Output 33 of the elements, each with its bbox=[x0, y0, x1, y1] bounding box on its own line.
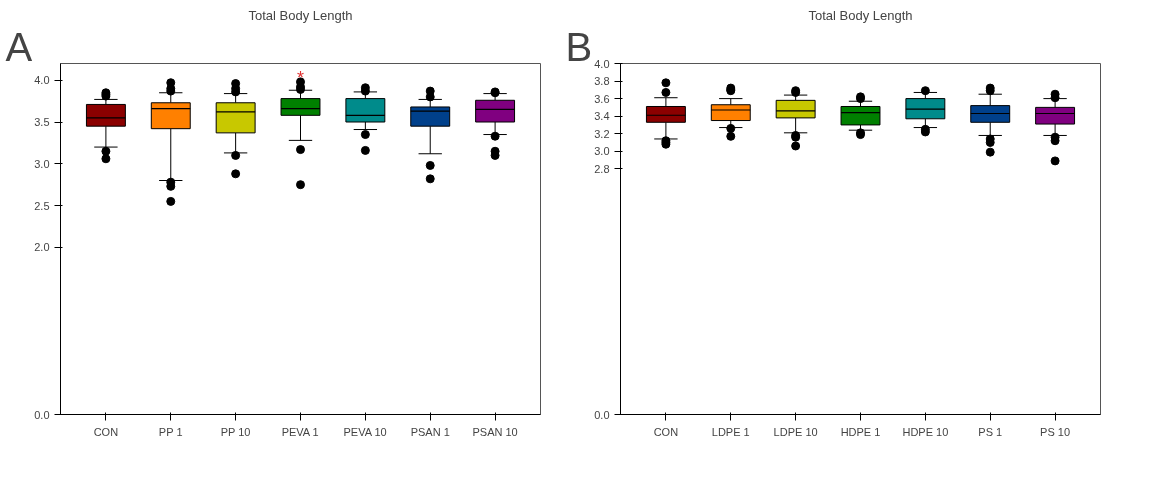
x-tick-label: HDPE 1 bbox=[840, 425, 881, 438]
y-tick-label: 3.8 bbox=[594, 75, 610, 88]
x-tick-label: PS 1 bbox=[978, 425, 1003, 438]
x-tick-label: LDPE 10 bbox=[773, 425, 818, 438]
text: B bbox=[565, 24, 593, 69]
y-tick-label: 2.0 bbox=[34, 241, 50, 254]
y-tick-label: 3.6 bbox=[594, 92, 610, 105]
x-tick-label: HDPE 10 bbox=[902, 425, 949, 438]
y-tick-label: 4.0 bbox=[594, 57, 610, 70]
y-tick-label: 0.0 bbox=[34, 408, 50, 421]
annotation: * bbox=[297, 67, 305, 88]
y-tick-label: 0.0 bbox=[594, 408, 610, 421]
x-tick-label: PEVA 1 bbox=[281, 425, 319, 438]
x-tick-label: PSAN 10 bbox=[472, 425, 518, 438]
x-tick-label: PEVA 10 bbox=[343, 425, 387, 438]
x-tick-label: PP 1 bbox=[158, 425, 183, 438]
y-tick-label: 3.5 bbox=[34, 116, 50, 128]
chart-title: Total Body Length bbox=[248, 7, 353, 23]
x-tick-label: PSAN 1 bbox=[410, 425, 450, 438]
chart-title: Total Body Length bbox=[808, 7, 913, 23]
y-tick-label: 3.0 bbox=[34, 157, 50, 170]
y-tick-label: 2.8 bbox=[594, 162, 610, 175]
y-tick-label: 3.4 bbox=[594, 110, 610, 123]
x-tick-label: CON bbox=[93, 425, 119, 438]
text: A bbox=[5, 24, 33, 69]
y-tick-label: 3.0 bbox=[594, 145, 610, 158]
y-tick-label: 4.0 bbox=[34, 74, 50, 87]
x-tick-label: LDPE 1 bbox=[711, 425, 750, 438]
x-tick-label: PP 10 bbox=[220, 425, 251, 438]
y-tick-label: 2.5 bbox=[34, 199, 50, 212]
x-tick-label: CON bbox=[653, 425, 679, 438]
x-tick-label: PS 10 bbox=[1040, 425, 1071, 438]
y-tick-label: 3.2 bbox=[594, 127, 610, 140]
